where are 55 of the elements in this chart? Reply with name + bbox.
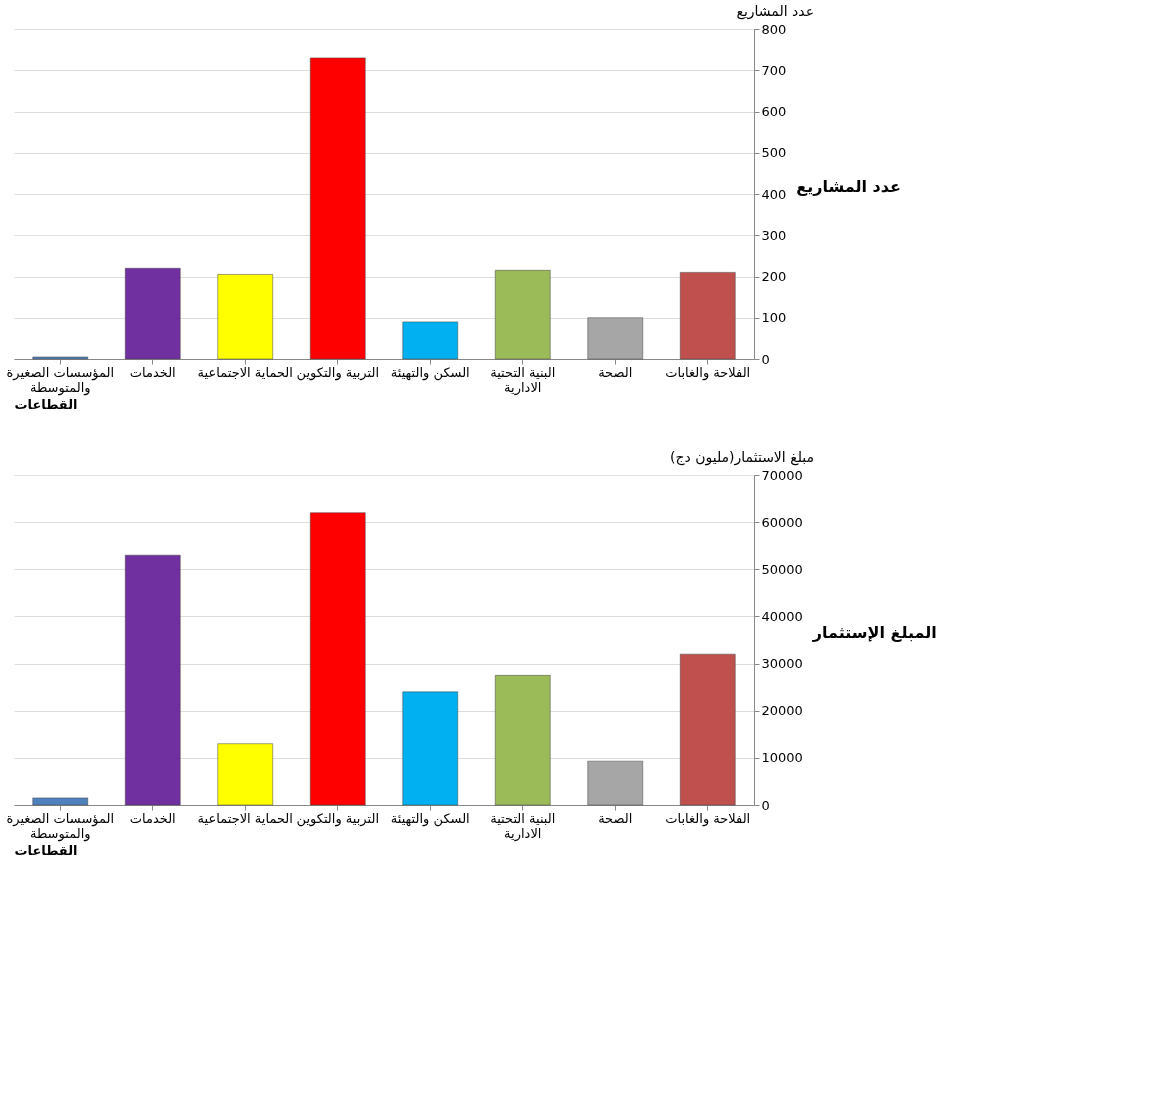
x-tick-label: الفلاحة والغابات <box>665 364 751 381</box>
x-tick-label: الحماية الاجتماعية <box>197 810 293 826</box>
bar <box>217 274 273 360</box>
x-tick-label: البنية التحتية الادارية <box>490 364 556 396</box>
y-tick-label: 30000 <box>761 656 803 672</box>
y-tick-label: 100 <box>761 310 787 326</box>
bar <box>402 321 458 360</box>
y-tick-label: 600 <box>761 104 787 119</box>
bar <box>32 797 88 806</box>
bar <box>680 653 736 806</box>
bar <box>587 317 643 360</box>
x-tick-label: الخدمات <box>129 810 176 826</box>
y-tick-label: 0 <box>761 351 770 367</box>
x-tick-label: التربية والتكوين <box>296 810 379 827</box>
bar <box>680 272 736 360</box>
x-tick-label: السكن والتهيئة <box>390 810 470 827</box>
bar <box>310 512 366 806</box>
x-tick-label: الخدمات <box>129 364 176 380</box>
bar <box>125 268 181 360</box>
y-tick-label: 300 <box>761 227 787 243</box>
bar <box>402 691 458 806</box>
bar <box>495 675 551 806</box>
y-tick-label: 70000 <box>761 467 803 483</box>
y-tick-label: 200 <box>761 269 787 284</box>
y-tick-label: 40000 <box>761 608 803 624</box>
x-tick-label: الحماية الاجتماعية <box>197 364 293 380</box>
x-axis-title: القطاعات <box>14 842 78 858</box>
y-tick-label: 700 <box>761 62 787 78</box>
x-tick-label: الصحة <box>598 364 633 380</box>
y-axis-title: عدد المشاريع <box>796 176 901 196</box>
bar <box>217 743 273 806</box>
x-tick-label: السكن والتهيئة <box>390 364 470 381</box>
x-axis-title: القطاعات <box>14 396 78 412</box>
y-tick-label: 10000 <box>761 750 803 766</box>
y-tick-label: 500 <box>761 145 787 161</box>
x-tick-label: الصحة <box>598 810 633 826</box>
y-tick-label: 60000 <box>761 514 803 530</box>
bar <box>310 57 366 360</box>
y-tick-label: 800 <box>761 21 787 37</box>
chart-title: مبلغ الاستثمار(مليون دج) <box>670 449 814 466</box>
y-tick-label: 50000 <box>761 561 803 577</box>
x-tick-label: البنية التحتية الادارية <box>490 810 556 842</box>
x-tick-label: المؤسسات الصغيرة والمتوسطة <box>6 810 115 842</box>
chart-title: عدد المشاريع <box>736 3 814 20</box>
x-tick-label: التربية والتكوين <box>296 364 379 381</box>
bar <box>495 270 551 360</box>
bar <box>125 554 181 806</box>
x-tick-label: المؤسسات الصغيرة والمتوسطة <box>6 364 115 396</box>
y-tick-label: 20000 <box>761 703 803 719</box>
x-tick-label: الفلاحة والغابات <box>665 810 751 827</box>
y-axis-title: المبلغ الإستثمار <box>811 622 937 642</box>
bar <box>587 760 643 806</box>
y-tick-label: 0 <box>761 797 770 813</box>
y-tick-label: 400 <box>761 186 787 202</box>
bar <box>32 356 88 360</box>
